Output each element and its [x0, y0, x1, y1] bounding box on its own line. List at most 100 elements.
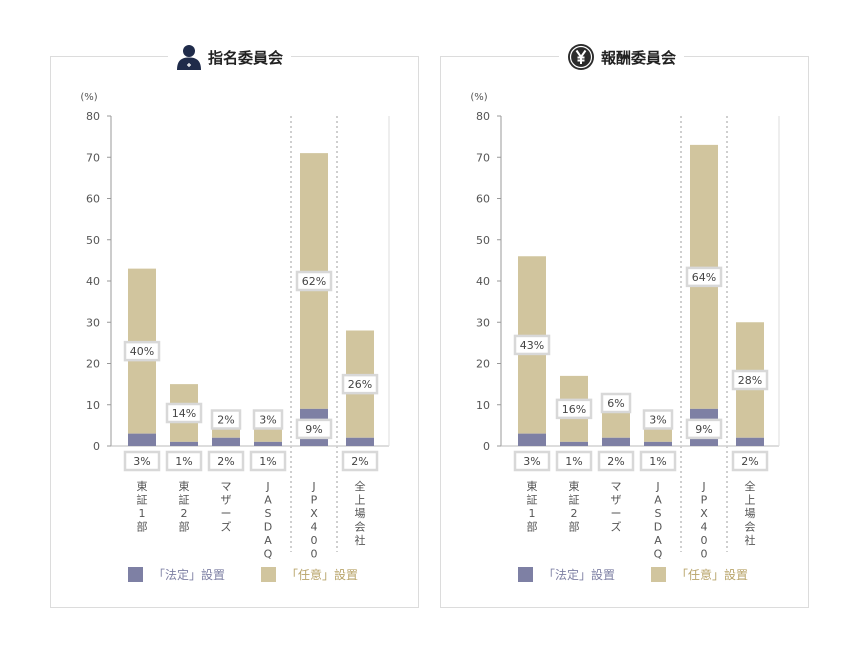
data-label-statutory: 1%: [175, 455, 192, 468]
x-category-label-char: 証: [569, 494, 580, 507]
legend-swatch-statutory: [128, 567, 143, 582]
x-category-label-char: 全: [745, 479, 756, 493]
data-label-voluntary: 14%: [172, 407, 196, 420]
data-label-voluntary: 26%: [348, 378, 372, 391]
data-label-statutory: 2%: [351, 455, 368, 468]
x-category-label-char: S: [655, 507, 662, 520]
x-category-label-char: ザ: [221, 494, 232, 507]
y-tick-label: 70: [86, 151, 100, 164]
y-tick-label: 0: [93, 440, 100, 453]
x-category-label-char: 2: [181, 507, 188, 520]
x-category-label-char: 証: [137, 494, 148, 507]
y-tick-label: 40: [476, 275, 490, 288]
data-label-voluntary: 62%: [302, 275, 326, 288]
x-category-label-char: Q: [264, 548, 273, 561]
data-label-box: [555, 398, 593, 420]
bar-statutory: [212, 437, 240, 446]
bar-statutory: [560, 441, 588, 446]
y-axis-unit-label: (%): [80, 92, 97, 103]
compensation-legend: 「法定」設置 「任意」設置: [518, 566, 784, 583]
legend-label-statutory: 「法定」設置: [543, 568, 616, 582]
legend-label-voluntary: 「任意」設置: [676, 568, 749, 582]
x-category-label-char: 0: [701, 548, 708, 561]
x-category-label-char: ズ: [221, 520, 232, 534]
bar-voluntary: [254, 429, 282, 442]
bar-statutory: [602, 437, 630, 446]
legend-statutory: 「法定」設置: [518, 566, 615, 583]
x-category-label-char: 1: [139, 507, 146, 520]
data-label-statutory: 3%: [133, 455, 150, 468]
x-category-label-char: 上: [745, 494, 756, 507]
compensation-panel-title: 報酬委員会: [559, 40, 685, 74]
data-label-box: [249, 450, 287, 472]
x-category-label-char: ー: [221, 507, 232, 520]
x-category-label-char: 0: [311, 534, 318, 547]
x-category-label-char: A: [264, 494, 272, 507]
data-label-voluntary: 3%: [649, 414, 666, 427]
data-label-box: [165, 450, 203, 472]
data-label-statutory: 1%: [565, 455, 582, 468]
data-label-box: [731, 369, 769, 391]
nomination-title-text: 指名委員会: [208, 48, 284, 67]
x-category-label-char: 東: [569, 480, 580, 493]
data-label-statutory: 2%: [741, 455, 758, 468]
x-category-label-char: 0: [311, 548, 318, 561]
data-label-box: [639, 450, 677, 472]
y-tick-label: 30: [476, 316, 490, 329]
y-tick-label: 50: [86, 234, 100, 247]
x-category-label-char: J: [311, 480, 315, 493]
data-label-voluntary: 6%: [607, 397, 624, 410]
data-label-box: [123, 340, 161, 362]
bar-statutory: [128, 433, 156, 446]
x-category-label-char: 東: [179, 480, 190, 493]
nomination-legend: 「法定」設置 「任意」設置: [128, 566, 394, 583]
x-category-label-char: A: [654, 494, 662, 507]
data-label-voluntary: 43%: [520, 339, 544, 352]
x-category-label-char: 東: [527, 480, 538, 493]
x-category-label-char: 会: [355, 521, 366, 534]
x-category-label-char: X: [700, 507, 708, 520]
data-label-statutory: 2%: [217, 455, 234, 468]
x-category-label-char: ー: [611, 507, 622, 520]
x-category-label-char: 証: [179, 494, 190, 507]
data-label-box: [600, 392, 632, 414]
x-category-label-char: 0: [701, 534, 708, 547]
y-tick-label: 60: [86, 193, 100, 206]
x-category-label-char: 東: [137, 480, 148, 493]
legend-label-voluntary: 「任意」設置: [286, 568, 359, 582]
data-label-statutory: 1%: [649, 455, 666, 468]
data-label-voluntary: 40%: [130, 345, 154, 358]
x-category-label-char: A: [654, 534, 662, 547]
legend-swatch-statutory: [518, 567, 533, 582]
data-label-box: [513, 334, 551, 356]
data-label-voluntary: 28%: [738, 374, 762, 387]
x-category-label-char: ザ: [611, 494, 622, 507]
y-tick-label: 40: [86, 275, 100, 288]
y-tick-label: 20: [86, 358, 100, 371]
x-category-label-char: X: [310, 507, 318, 520]
data-label-voluntary: 64%: [692, 271, 716, 284]
x-category-label-char: マ: [221, 480, 232, 493]
x-category-label-char: 全: [355, 479, 366, 493]
x-category-label-char: S: [265, 507, 272, 520]
y-tick-label: 80: [86, 110, 100, 123]
bar-voluntary: [212, 429, 240, 438]
y-tick-label: 50: [476, 234, 490, 247]
data-label-box: [165, 402, 203, 424]
data-label-statutory: 9%: [695, 423, 712, 436]
x-category-label-char: 部: [137, 520, 148, 534]
compensation-title-text: 報酬委員会: [601, 48, 677, 67]
x-category-label-char: 部: [569, 520, 580, 534]
chart-0: (%)0102030405060708040%3%東証1部14%1%東証2部2%…: [80, 92, 390, 561]
x-category-label-char: D: [264, 521, 272, 534]
x-category-label-char: 2: [571, 507, 578, 520]
data-label-box: [513, 450, 551, 472]
bar-voluntary: [644, 429, 672, 442]
data-label-statutory: 1%: [259, 455, 276, 468]
data-label-box: [341, 373, 379, 395]
data-label-voluntary: 16%: [562, 403, 586, 416]
person-icon: [177, 45, 201, 70]
x-category-label-char: 証: [527, 494, 538, 507]
x-category-label-char: J: [655, 480, 659, 493]
